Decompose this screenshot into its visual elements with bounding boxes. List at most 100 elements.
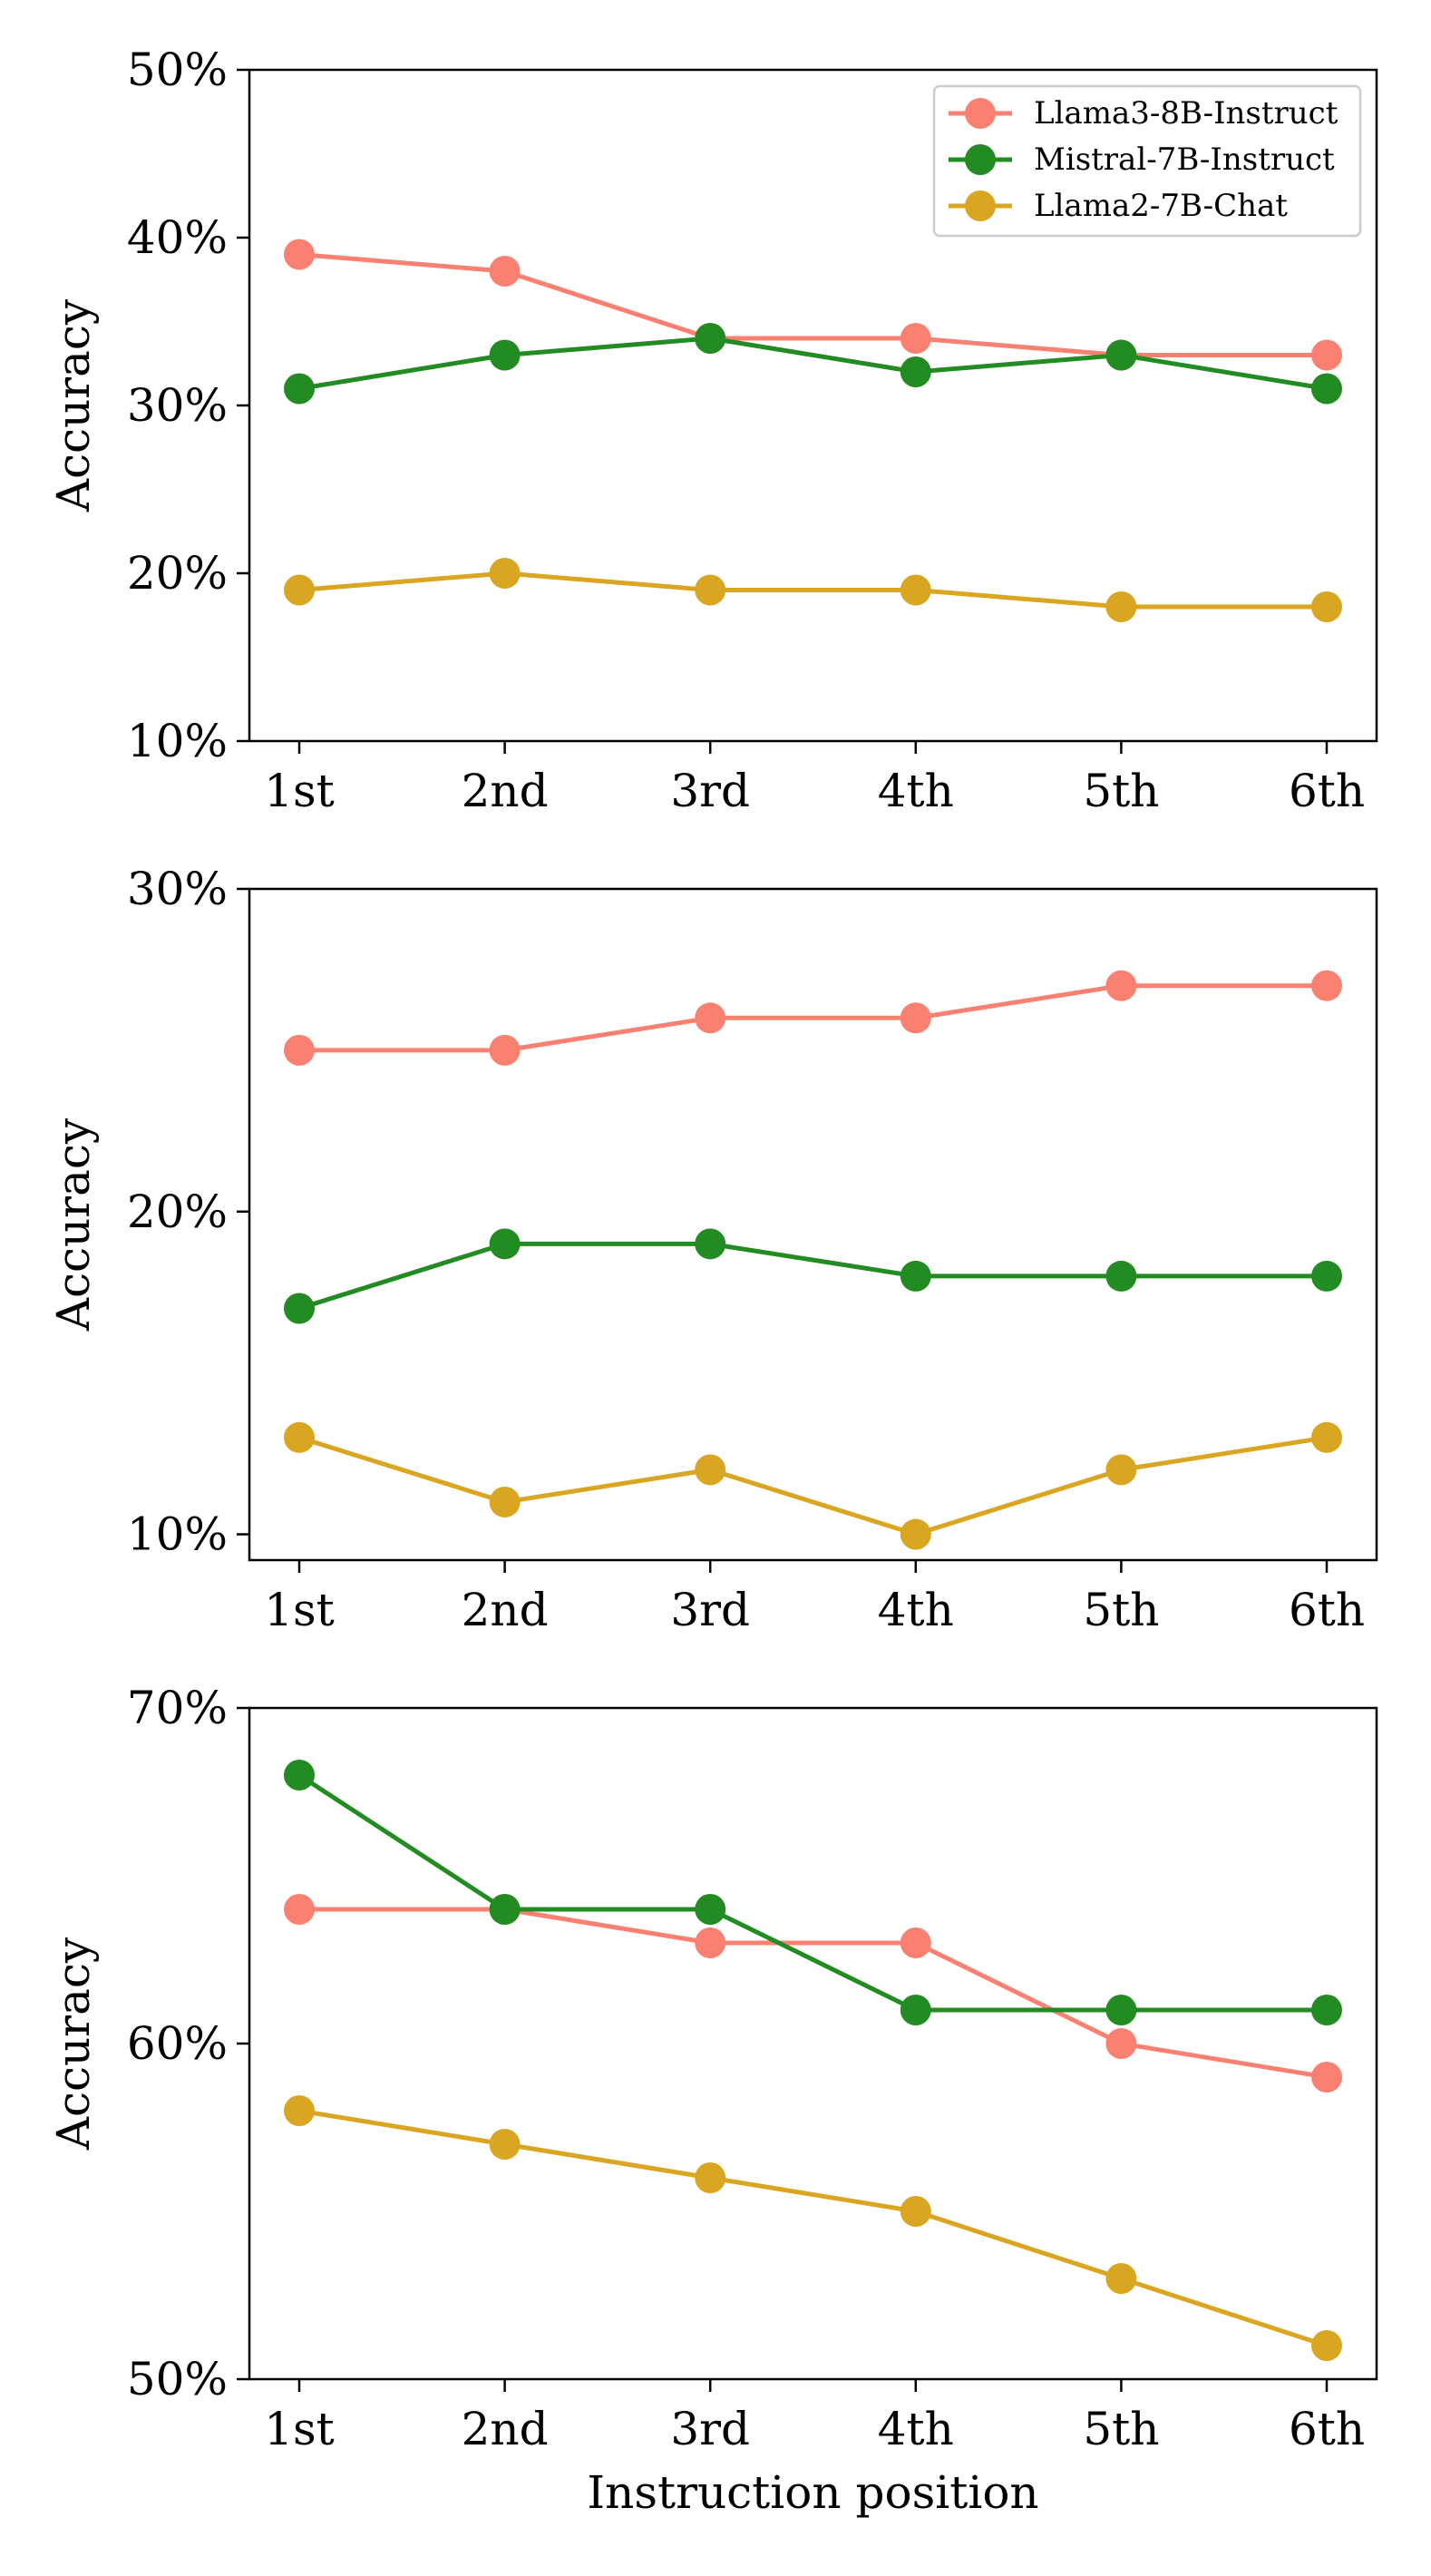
- legend-label: Mistral-7B-Instruct: [1034, 141, 1335, 178]
- series-line: [299, 255, 1327, 356]
- series-0: [284, 971, 1342, 1066]
- chart-panel-2: 10% 20% 30% 1st 2nd 3rd 4th 5th 6th Accuracy: [47, 863, 1377, 1636]
- legend-label: Llama2-7B-Chat: [1034, 188, 1288, 224]
- legend-marker: [965, 190, 996, 221]
- data-point: [490, 558, 521, 589]
- data-point: [900, 1927, 931, 1958]
- x-tick-label: 4th: [878, 765, 954, 817]
- legend-marker: [965, 98, 996, 129]
- series-line: [299, 338, 1327, 389]
- plot-frame: [249, 889, 1377, 1560]
- y-axis-title: Accuracy: [47, 1117, 100, 1332]
- series-2: [284, 2095, 1342, 2361]
- y-tick-label: 10%: [127, 1508, 228, 1561]
- data-point: [284, 374, 315, 405]
- data-point: [900, 323, 931, 354]
- data-point: [1105, 1454, 1136, 1485]
- data-point: [900, 1995, 931, 2025]
- series-line: [299, 573, 1327, 607]
- x-tick-label: 4th: [878, 1584, 954, 1636]
- data-point: [1105, 1995, 1136, 2025]
- data-point: [1311, 2062, 1342, 2093]
- y-tick-label: 30%: [127, 863, 228, 915]
- x-tick-label: 5th: [1083, 2403, 1159, 2455]
- data-point: [1311, 1422, 1342, 1453]
- series-line: [299, 986, 1327, 1050]
- data-point: [900, 1519, 931, 1550]
- data-point: [1311, 971, 1342, 1001]
- data-point: [490, 1035, 521, 1066]
- chart-panel-3: 50% 60% 70% 1st 2nd 3rd 4th 5th 6th Accuracy Instr…: [47, 1682, 1377, 2519]
- x-tick-label: 5th: [1083, 765, 1159, 817]
- x-tick-label: 1st: [264, 1584, 335, 1636]
- data-point: [1311, 340, 1342, 371]
- data-point: [695, 1002, 725, 1033]
- legend-label: Llama3-8B-Instruct: [1034, 95, 1339, 132]
- x-tick-label: 1st: [264, 765, 335, 817]
- data-point: [1105, 2263, 1136, 2294]
- series-line: [299, 2111, 1327, 2346]
- series-line: [299, 1438, 1327, 1535]
- data-point: [900, 356, 931, 387]
- y-axis-title: Accuracy: [47, 1937, 100, 2151]
- series-1: [284, 323, 1342, 405]
- data-point: [490, 256, 521, 287]
- legend: Llama3-8B-Instruct Mistral-7B-Instruct Lla…: [934, 86, 1360, 236]
- data-point: [284, 575, 315, 606]
- data-point: [695, 1894, 725, 1925]
- y-tick-label: 30%: [127, 379, 228, 432]
- series-1: [284, 1228, 1342, 1323]
- data-point: [695, 1927, 725, 1958]
- series-0: [284, 1894, 1342, 2093]
- y-tick-label: 20%: [127, 547, 228, 600]
- data-point: [695, 1454, 725, 1485]
- x-tick-label: 3rd: [670, 1584, 750, 1636]
- data-point: [695, 2162, 725, 2193]
- y-tick-label: 20%: [127, 1186, 228, 1238]
- data-point: [1311, 374, 1342, 405]
- data-point: [284, 1894, 315, 1925]
- series-line: [299, 1244, 1327, 1308]
- y-tick-label: 60%: [127, 2017, 228, 2070]
- y-tick-label: 10%: [127, 715, 228, 767]
- x-tick-label: 5th: [1083, 1584, 1159, 1636]
- y-tick-label: 50%: [127, 2353, 228, 2405]
- data-point: [695, 575, 725, 606]
- x-tick-label: 2nd: [462, 1584, 549, 1636]
- data-point: [1311, 2330, 1342, 2361]
- x-tick-label: 2nd: [462, 765, 549, 817]
- data-point: [490, 340, 521, 371]
- x-tick-label: 6th: [1289, 1584, 1365, 1636]
- data-point: [900, 2196, 931, 2227]
- x-tick-label: 3rd: [670, 2403, 750, 2455]
- series-2: [284, 558, 1342, 622]
- data-point: [490, 1487, 521, 1517]
- y-tick-label: 50%: [127, 44, 228, 96]
- x-tick-label: 2nd: [462, 2403, 549, 2455]
- x-tick-label: 6th: [1289, 2403, 1365, 2455]
- data-point: [490, 1228, 521, 1259]
- data-point: [1105, 2028, 1136, 2059]
- data-point: [284, 1035, 315, 1066]
- y-tick-label: 70%: [127, 1682, 228, 1734]
- x-axis-title: Instruction position: [587, 2466, 1038, 2519]
- data-point: [284, 1760, 315, 1791]
- data-point: [1105, 340, 1136, 371]
- x-tick-label: 1st: [264, 2403, 335, 2455]
- data-point: [1311, 1995, 1342, 2025]
- data-point: [900, 575, 931, 606]
- data-point: [284, 2095, 315, 2126]
- y-axis-title: Accuracy: [47, 298, 100, 512]
- series-line: [299, 1909, 1327, 2077]
- plot-frame: [249, 1708, 1377, 2379]
- series-1: [284, 1760, 1342, 2025]
- chart-panel-1: 10% 20% 30% 40% 50% 1st 2nd 3rd 4th 5th 6th Accurac…: [47, 44, 1377, 817]
- data-point: [900, 1002, 931, 1033]
- data-point: [1105, 591, 1136, 622]
- y-tick-label: 40%: [127, 211, 228, 264]
- x-tick-label: 6th: [1289, 765, 1365, 817]
- x-tick-label: 3rd: [670, 765, 750, 817]
- data-point: [284, 1293, 315, 1324]
- data-point: [1311, 1261, 1342, 1292]
